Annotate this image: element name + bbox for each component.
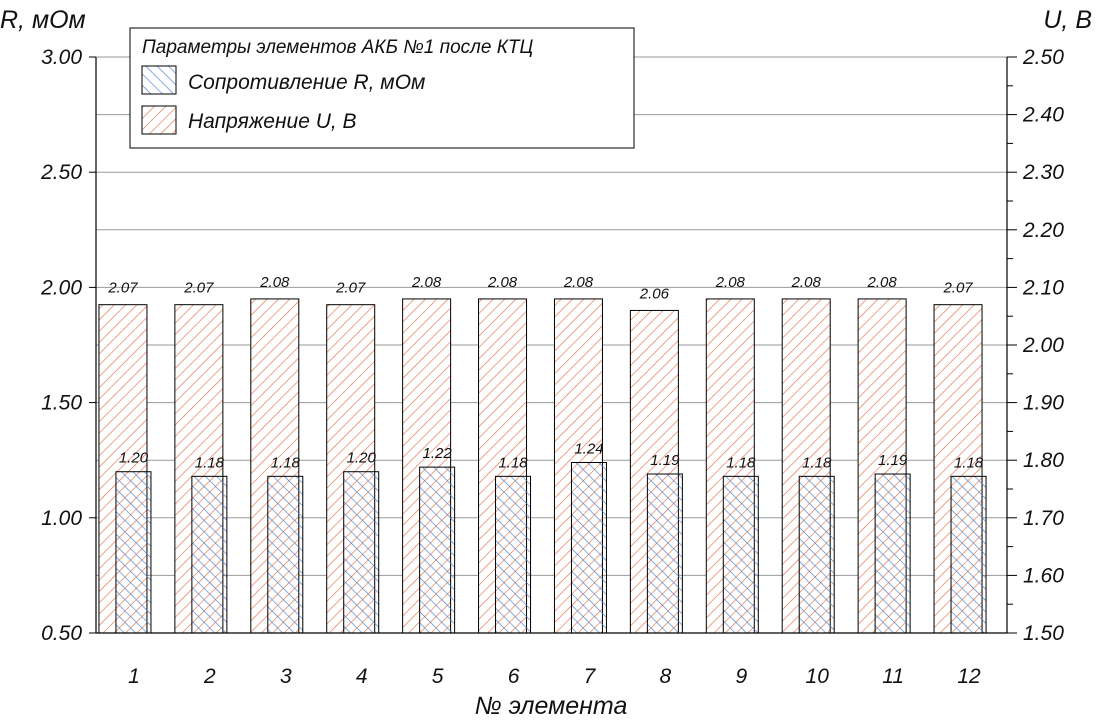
resistance-bar bbox=[798, 475, 835, 634]
right-tick-label: 2.10 bbox=[1022, 276, 1064, 299]
legend-box bbox=[129, 27, 635, 149]
data-labels: 2.07 1.20 2.07 1.18 2.08 1.18 2.07 1.20 2.08 1.22… bbox=[107, 274, 983, 471]
left-tick-label: 1.00 bbox=[41, 507, 82, 530]
x-tick-label: 6 bbox=[508, 665, 520, 688]
left-tick-label: 2.00 bbox=[40, 276, 82, 299]
resistance-bar bbox=[874, 473, 911, 634]
resistance-bar bbox=[722, 475, 759, 634]
resistance-bar bbox=[570, 462, 607, 634]
voltage-value-label: 2.08 bbox=[563, 274, 594, 291]
resistance-bar bbox=[343, 471, 380, 634]
x-tick-label: 8 bbox=[660, 665, 672, 688]
voltage-value-label: 2.07 bbox=[335, 280, 366, 297]
x-tick-label: 10 bbox=[806, 665, 830, 688]
right-tick-label: 2.20 bbox=[1022, 219, 1064, 242]
voltage-value-label: 2.08 bbox=[411, 274, 442, 291]
x-tick-label: 7 bbox=[584, 665, 597, 688]
right-tick-label: 1.70 bbox=[1023, 507, 1064, 530]
right-tick-label: 2.50 bbox=[1022, 46, 1064, 69]
right-tick-label: 1.60 bbox=[1023, 564, 1064, 587]
legend-swatch-resistance bbox=[141, 65, 177, 95]
voltage-value-label: 2.08 bbox=[715, 274, 746, 291]
left-tick-label: 0.50 bbox=[41, 622, 82, 645]
resistance-value-label: 1.24 bbox=[574, 441, 603, 458]
resistance-value-label: 1.18 bbox=[954, 454, 984, 471]
voltage-value-label: 2.07 bbox=[942, 280, 973, 297]
resistance-value-label: 1.18 bbox=[802, 454, 832, 471]
resistance-bar bbox=[646, 473, 683, 634]
resistance-bar bbox=[267, 475, 304, 634]
resistance-bar bbox=[495, 475, 532, 634]
x-tick-label: 2 bbox=[203, 665, 216, 688]
x-tick-label: 12 bbox=[957, 665, 981, 688]
right-tick-label: 2.40 bbox=[1022, 104, 1064, 127]
resistance-value-label: 1.18 bbox=[195, 454, 225, 471]
x-axis-title: № элемента bbox=[475, 692, 628, 720]
left-axis-title: R, мОм bbox=[0, 6, 86, 34]
x-tick-label: 4 bbox=[356, 665, 368, 688]
legend-label-resistance: Сопротивление R, мОм bbox=[188, 71, 425, 94]
right-tick-label: 2.00 bbox=[1022, 334, 1064, 357]
axes: 0.50 1.00 1.50 2.00 2.50 3.00 1.50 1.60 1.70 1.80… bbox=[40, 46, 1064, 688]
voltage-value-label: 2.08 bbox=[867, 274, 898, 291]
resistance-value-label: 1.18 bbox=[726, 454, 756, 471]
resistance-value-label: 1.22 bbox=[423, 445, 453, 462]
left-tick-label: 1.50 bbox=[41, 392, 82, 415]
voltage-value-label: 2.08 bbox=[487, 274, 518, 291]
x-tick-label: 11 bbox=[882, 665, 904, 688]
voltage-value-label: 2.08 bbox=[791, 274, 822, 291]
resistance-value-label: 1.18 bbox=[271, 454, 301, 471]
right-tick-label: 1.90 bbox=[1023, 392, 1064, 415]
resistance-bar bbox=[950, 475, 987, 634]
legend-swatch-voltage bbox=[141, 105, 177, 135]
x-tick-label: 5 bbox=[432, 665, 444, 688]
legend-label-voltage: Напряжение U, В bbox=[188, 110, 357, 133]
x-tick-label: 3 bbox=[280, 665, 292, 688]
resistance-value-label: 1.20 bbox=[347, 450, 377, 467]
legend: Параметры элементов АКБ №1 после КТЦ Соп… bbox=[129, 27, 635, 149]
resistance-bar bbox=[115, 471, 152, 634]
voltage-value-label: 2.07 bbox=[183, 280, 214, 297]
x-tick-label: 9 bbox=[735, 665, 747, 688]
resistance-value-label: 1.20 bbox=[119, 450, 149, 467]
resistance-bar bbox=[419, 466, 456, 634]
voltage-value-label: 2.06 bbox=[639, 285, 670, 302]
legend-title: Параметры элементов АКБ №1 после КТЦ bbox=[142, 37, 534, 58]
left-tick-label: 3.00 bbox=[41, 46, 82, 69]
right-axis-title: U, В bbox=[1043, 6, 1092, 34]
left-tick-label: 2.50 bbox=[40, 161, 82, 184]
resistance-value-label: 1.18 bbox=[498, 454, 528, 471]
voltage-value-label: 2.07 bbox=[107, 280, 138, 297]
right-tick-label: 1.80 bbox=[1023, 449, 1064, 472]
right-tick-label: 1.50 bbox=[1023, 622, 1064, 645]
voltage-value-label: 2.08 bbox=[259, 274, 290, 291]
resistance-bar bbox=[191, 475, 228, 634]
resistance-value-label: 1.19 bbox=[878, 452, 908, 469]
resistance-value-label: 1.19 bbox=[650, 452, 680, 469]
right-tick-label: 2.30 bbox=[1022, 161, 1064, 184]
x-tick-label: 1 bbox=[128, 665, 140, 688]
bars bbox=[98, 298, 987, 634]
